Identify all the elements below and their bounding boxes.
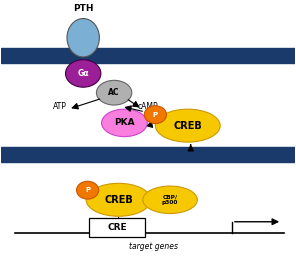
Text: cAMP: cAMP xyxy=(138,102,158,111)
Bar xyxy=(1,147,295,162)
Ellipse shape xyxy=(96,80,132,105)
Bar xyxy=(1,48,295,63)
Ellipse shape xyxy=(65,60,101,87)
Ellipse shape xyxy=(143,186,197,214)
Ellipse shape xyxy=(86,183,151,216)
Text: target genes: target genes xyxy=(129,242,178,251)
Text: CRE: CRE xyxy=(107,223,127,232)
Text: ATP: ATP xyxy=(53,102,67,111)
FancyBboxPatch shape xyxy=(89,218,145,237)
Text: PKA: PKA xyxy=(114,118,135,128)
Text: CREB: CREB xyxy=(104,195,133,205)
Text: Gα: Gα xyxy=(78,69,89,78)
Text: CBP/
p300: CBP/ p300 xyxy=(162,194,178,205)
Text: AC: AC xyxy=(108,88,120,97)
Text: PTH: PTH xyxy=(73,4,94,13)
Text: P: P xyxy=(153,112,158,118)
Text: P: P xyxy=(85,187,90,193)
Ellipse shape xyxy=(102,109,147,137)
Ellipse shape xyxy=(155,109,220,142)
Text: CREB: CREB xyxy=(173,121,202,131)
Ellipse shape xyxy=(144,106,166,124)
Ellipse shape xyxy=(67,18,99,57)
Ellipse shape xyxy=(77,181,99,199)
